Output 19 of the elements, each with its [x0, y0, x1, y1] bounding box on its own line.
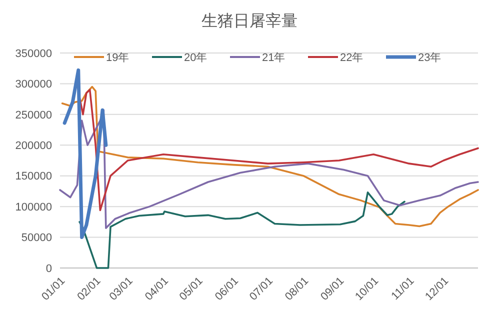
- legend-label: 20年: [184, 52, 208, 64]
- line-series: [78, 192, 406, 269]
- y-tick-label: 250000: [15, 109, 52, 122]
- y-tick-label: 300000: [15, 78, 52, 91]
- chart-title: 生猪日屠宰量: [202, 12, 298, 30]
- y-tick-label: 0: [46, 262, 52, 275]
- line-series: [59, 109, 479, 229]
- y-tick-label: 200000: [15, 140, 52, 152]
- y-tick-label: 150000: [15, 170, 52, 183]
- line-series: [78, 88, 479, 212]
- legend-label: 19年: [106, 52, 130, 64]
- line-series: [62, 68, 108, 240]
- legend-label: 23年: [418, 52, 442, 64]
- line-series: [61, 86, 479, 228]
- legend-label: 21年: [262, 52, 286, 64]
- y-tick-label: 50000: [21, 232, 52, 244]
- y-tick-label: 100000: [15, 201, 52, 214]
- legend-label: 22年: [340, 52, 364, 64]
- y-tick-label: 350000: [15, 48, 52, 60]
